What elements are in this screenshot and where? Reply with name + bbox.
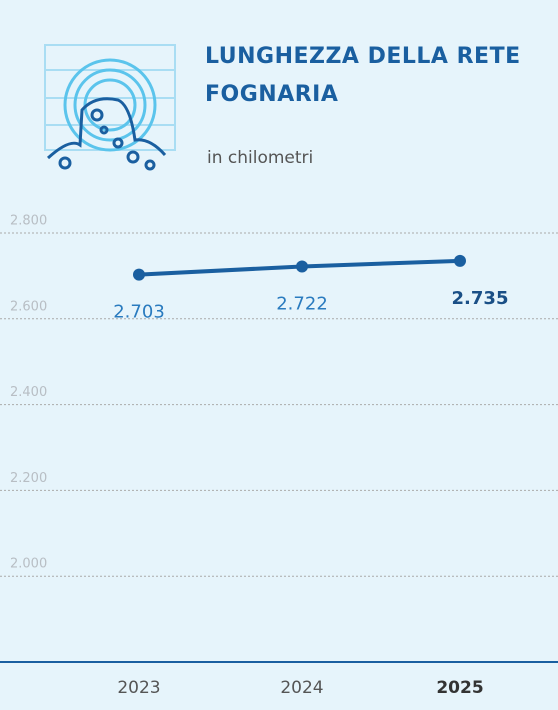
y-tick-label: 2.400 [10,385,47,400]
chart-title: LUNGHEZZA DELLA RETE FOGNARIA [205,44,521,107]
y-tick-label: 2.000 [10,557,47,572]
x-tick-label: 2023 [117,678,160,698]
y-tick-label: 2.800 [10,214,47,229]
data-label: 2.735 [452,288,509,309]
point [133,268,145,281]
point [454,254,466,267]
data-label: 2.722 [276,293,328,314]
point [296,260,308,273]
data-label: 2.703 [113,302,165,323]
x-tick-label: 2024 [280,678,323,698]
icon [44,44,176,171]
y-tick-label: 2.600 [10,299,47,314]
y-tick-label: 2.200 [10,471,47,486]
chart-subtitle: in chilometri [207,148,314,168]
x-tick-label: 2025 [436,678,483,698]
